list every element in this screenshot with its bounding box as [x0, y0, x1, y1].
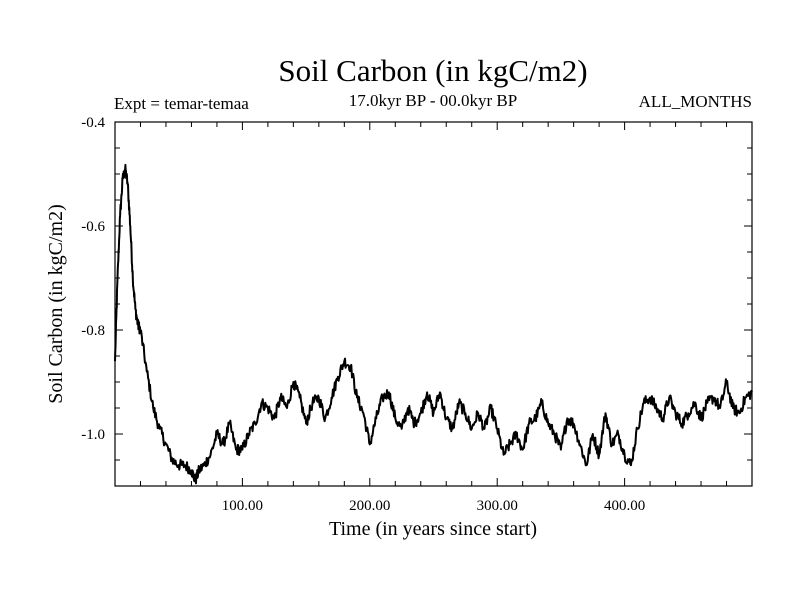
x-axis-label: Time (in years since start) — [329, 518, 537, 540]
y-tick-label: -1.0 — [81, 427, 105, 443]
series-line — [114, 163, 753, 485]
x-tick-label: 100.00 — [222, 498, 263, 514]
subtitle-center: 17.0kyr BP - 00.0kyr BP — [349, 91, 517, 110]
tick-labels: 100.00 200.00 300.00 400.00 -1.0 -0.8 -0.6 -0.4 — [81, 115, 645, 514]
y-tick-label: -0.8 — [81, 323, 105, 339]
subtitle-left: Expt = temar-temaa — [114, 94, 249, 113]
x-tick-label: 200.00 — [349, 498, 390, 514]
y-tick-label: -0.6 — [81, 219, 105, 235]
axis-ticks — [115, 121, 752, 487]
x-tick-label: 400.00 — [604, 498, 645, 514]
x-tick-label: 300.00 — [477, 498, 518, 514]
chart-title: Soil Carbon (in kgC/m2) — [278, 53, 587, 88]
plot-frame — [114, 121, 753, 487]
y-tick-label: -0.4 — [81, 115, 105, 131]
subtitle-right: ALL_MONTHS — [639, 92, 752, 111]
y-axis-label: Soil Carbon (in kgC/m2) — [45, 204, 67, 403]
